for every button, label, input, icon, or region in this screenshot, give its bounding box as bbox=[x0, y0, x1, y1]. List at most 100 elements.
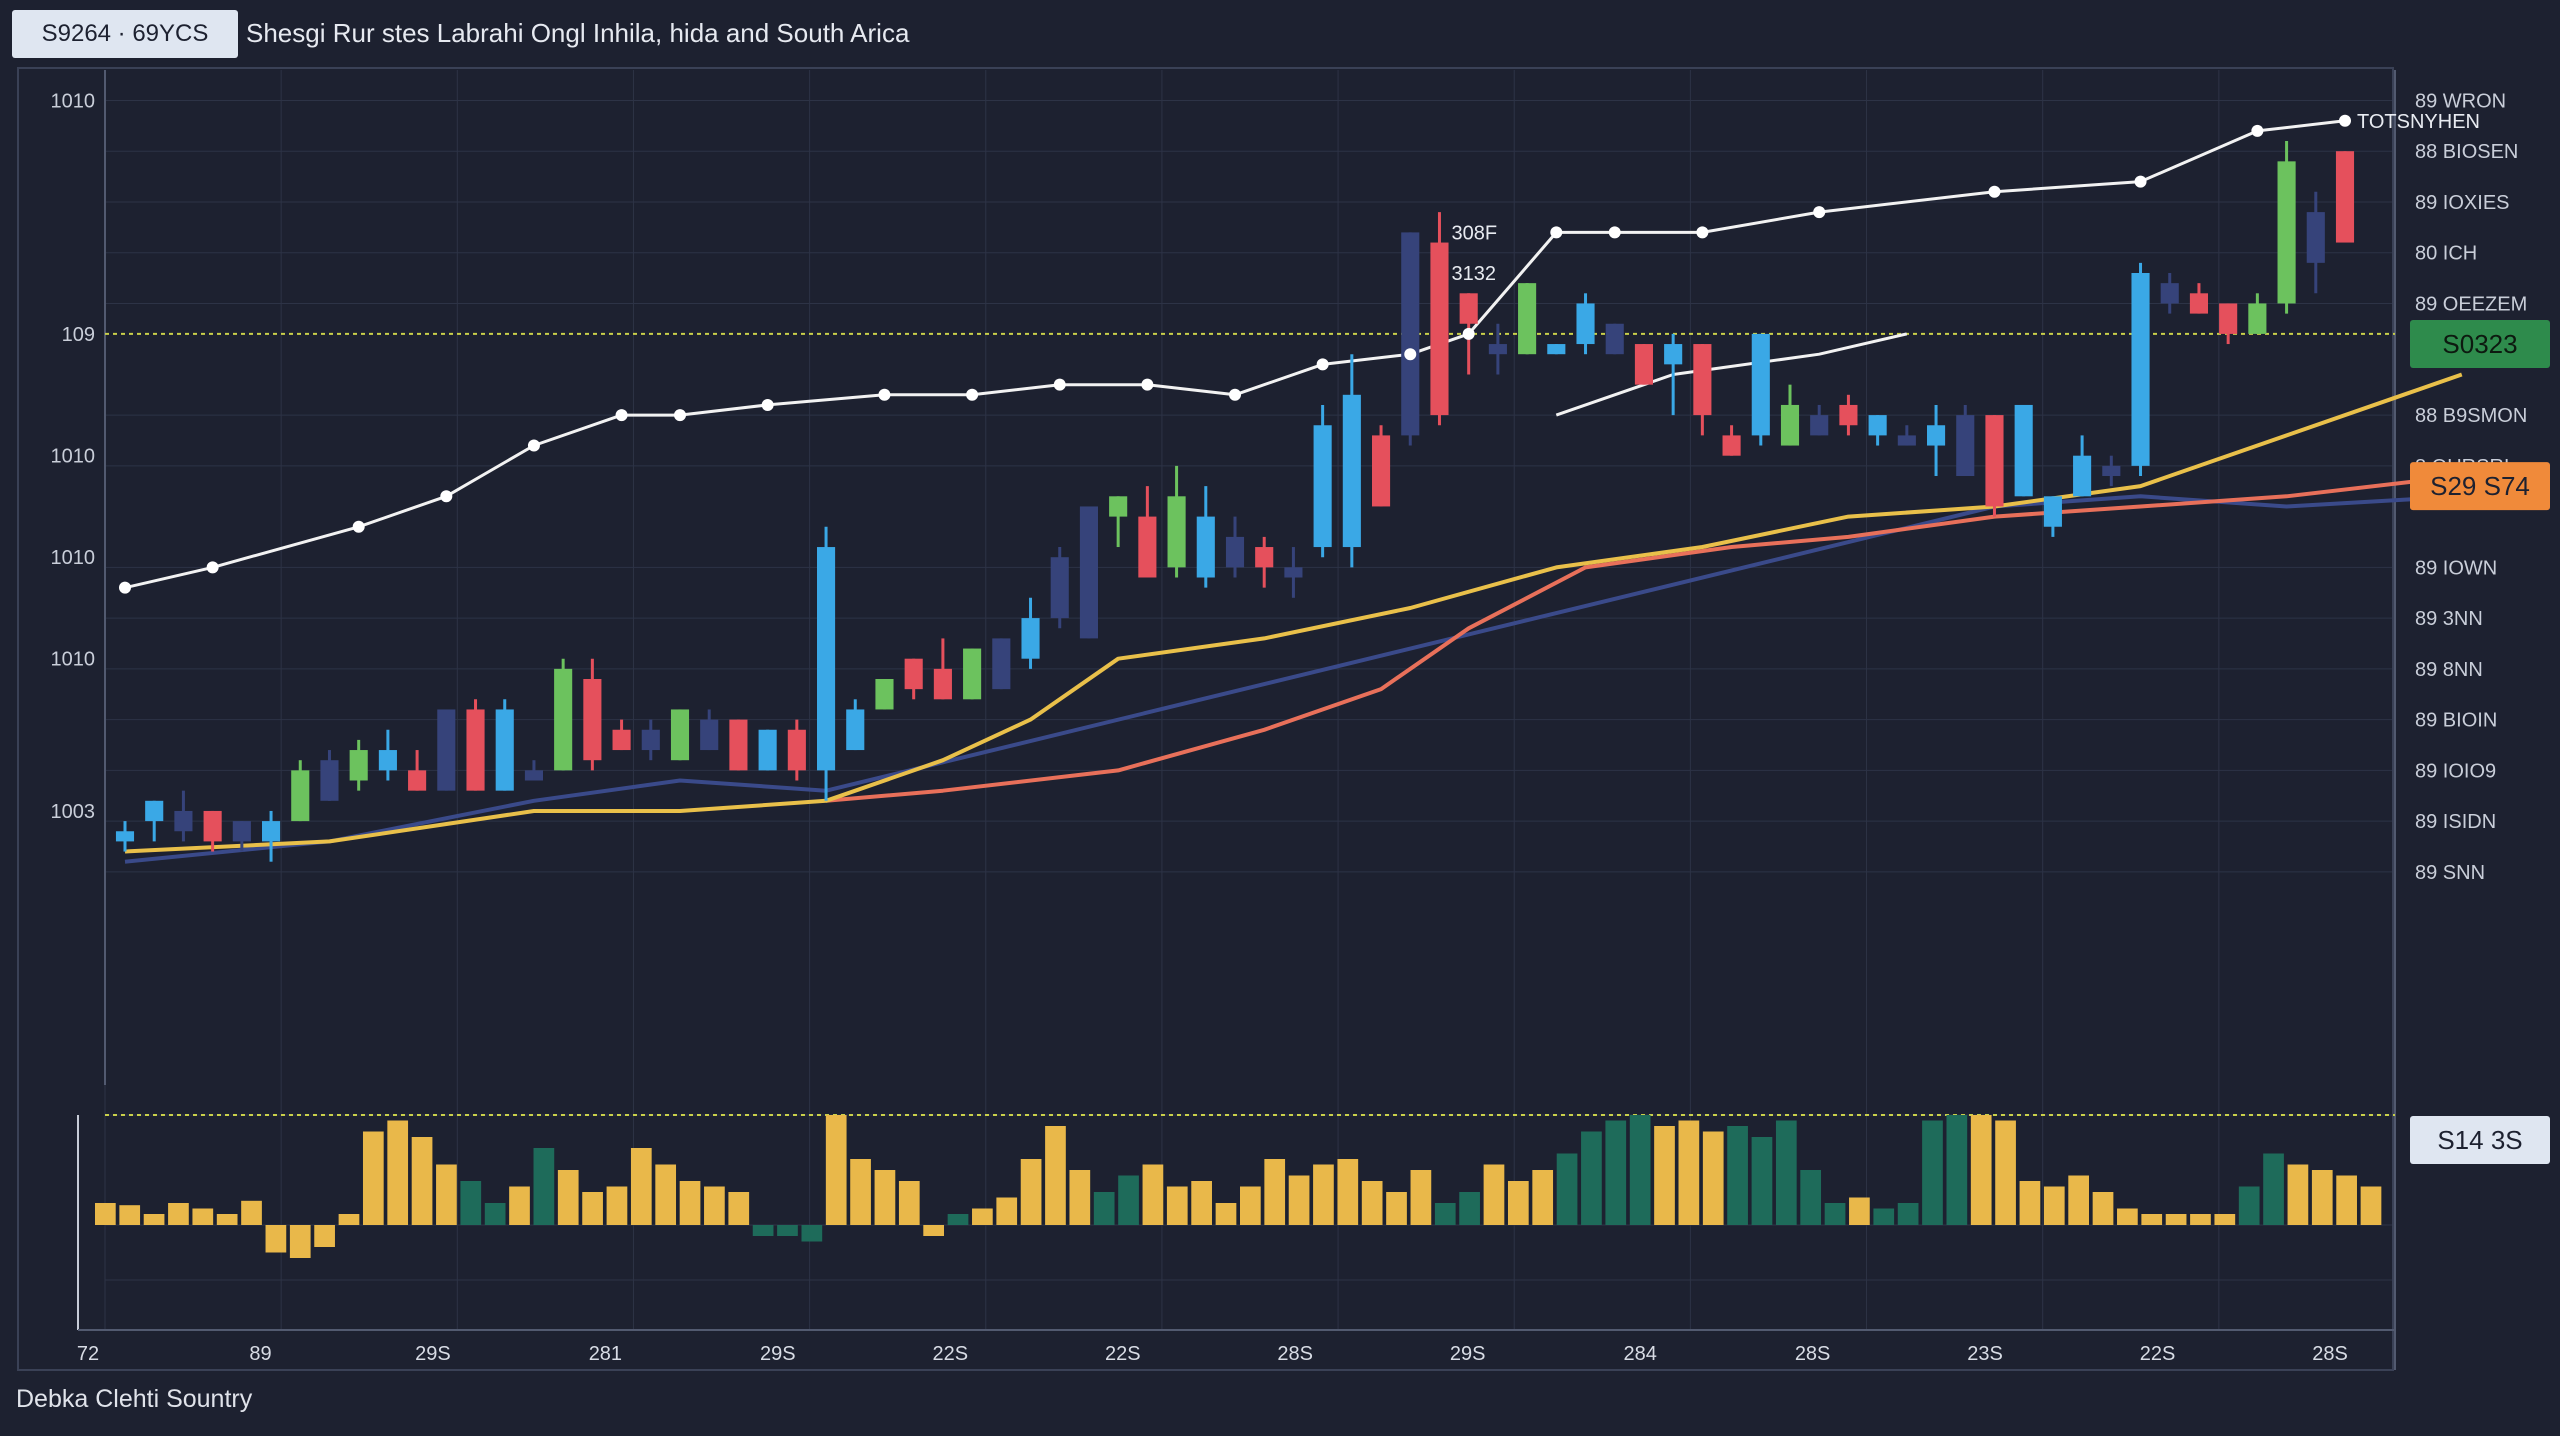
candle-body bbox=[816, 547, 836, 771]
x-axis-label: 22S bbox=[1105, 1343, 1141, 1365]
line-marker-dot bbox=[1316, 358, 1329, 371]
candle-body bbox=[1284, 567, 1303, 578]
chart-annotation: 3132 bbox=[1451, 263, 1496, 285]
volume-bar bbox=[192, 1208, 214, 1225]
line-marker-dot bbox=[1229, 388, 1241, 401]
line-marker-dot bbox=[119, 581, 131, 594]
line-marker-dot bbox=[1462, 327, 1475, 340]
line-marker-dot bbox=[2251, 124, 2264, 137]
candle-body bbox=[115, 831, 135, 842]
candle-body bbox=[583, 679, 602, 761]
volume-bar bbox=[801, 1225, 823, 1242]
x-axis-label: 22S bbox=[933, 1343, 969, 1365]
right-axis-label: 88 B9SMON bbox=[2415, 405, 2527, 427]
volume-bar bbox=[484, 1203, 506, 1225]
candle-body bbox=[2277, 161, 2296, 304]
volume-bar bbox=[630, 1148, 652, 1225]
volume-bar bbox=[533, 1148, 555, 1225]
candle-body bbox=[2306, 212, 2325, 263]
candle-body bbox=[320, 760, 339, 801]
volume-bar bbox=[557, 1170, 579, 1225]
left-axis-label: 1003 bbox=[51, 801, 96, 823]
candle-body bbox=[2014, 404, 2033, 497]
candle-body bbox=[1547, 344, 1566, 355]
line-marker-dot bbox=[527, 439, 540, 452]
x-axis-label: 28S bbox=[2312, 1343, 2348, 1365]
candle-body bbox=[495, 709, 514, 791]
volume-bar bbox=[1556, 1153, 1578, 1225]
volume-bar bbox=[1922, 1120, 1943, 1225]
candle-body bbox=[963, 648, 982, 700]
right-axis-label: 89 OEEZEM bbox=[2415, 293, 2527, 315]
x-axis-label: 281 bbox=[589, 1343, 622, 1365]
volume-bar bbox=[1459, 1192, 1480, 1225]
volume-bar bbox=[2287, 1164, 2309, 1225]
volume-bar bbox=[1946, 1115, 1968, 1225]
candle-body bbox=[1138, 516, 1157, 578]
volume-bar bbox=[850, 1159, 871, 1225]
candle-body bbox=[1313, 425, 1332, 548]
volume-bar bbox=[1532, 1170, 1554, 1225]
right-axis-label: 80 ICH bbox=[2415, 243, 2477, 265]
candle-body bbox=[1722, 435, 1741, 456]
volume-bar bbox=[1849, 1197, 1870, 1225]
volume-bar bbox=[874, 1170, 896, 1225]
candle-body bbox=[232, 821, 251, 842]
line-marker-dot bbox=[2134, 175, 2147, 188]
candle-body bbox=[1050, 557, 1069, 619]
left-axis-label: 1010 bbox=[51, 649, 96, 671]
x-axis-label: 29S bbox=[760, 1343, 796, 1365]
volume-bar bbox=[2311, 1170, 2333, 1225]
volume-bar bbox=[1605, 1120, 1627, 1225]
annotations: 308F 3132 TOTSNYHEN bbox=[1451, 111, 2480, 285]
line-marker-dot bbox=[1813, 206, 1826, 219]
volume-bar bbox=[387, 1120, 409, 1225]
volume-bar bbox=[996, 1197, 1018, 1225]
right-axis-label: 89 8NN bbox=[2415, 659, 2483, 681]
price-tags: S0323 S29 S74 S14 3S bbox=[2410, 320, 2550, 1164]
volume-bar bbox=[655, 1164, 677, 1225]
candle-body bbox=[2160, 283, 2179, 304]
volume-bar bbox=[947, 1214, 969, 1225]
volume-bar bbox=[509, 1186, 530, 1225]
right-axis: 89 WRON 88 BIOSEN 89 IOXIES 80 ICH 89 OEEZEM… bbox=[2415, 90, 2527, 883]
price-tag-box bbox=[2410, 1116, 2550, 1164]
candle-body bbox=[378, 750, 397, 771]
line-markers bbox=[119, 114, 2351, 594]
volume-bar bbox=[168, 1203, 189, 1225]
line-marker-dot bbox=[440, 490, 453, 503]
candle-body bbox=[1342, 394, 1361, 548]
left-axis-label: 1010 bbox=[51, 547, 96, 569]
candle-body bbox=[1751, 333, 1770, 436]
candle-body bbox=[2219, 303, 2238, 334]
candle-body bbox=[1459, 293, 1478, 324]
yellow-moving-average-line bbox=[124, 372, 2463, 854]
line-marker-dot bbox=[1608, 226, 1621, 239]
line-marker-dot bbox=[1404, 348, 1417, 361]
volume-bar bbox=[2165, 1214, 2187, 1225]
volume-bar bbox=[1337, 1159, 1359, 1225]
candle-body bbox=[1576, 303, 1595, 345]
volume-bar bbox=[1483, 1164, 1505, 1225]
volume-bar bbox=[2190, 1214, 2211, 1225]
volume-bar bbox=[1313, 1164, 1334, 1225]
volume-bar bbox=[972, 1208, 993, 1225]
line-marker-dot bbox=[1988, 185, 2001, 198]
volume-bar bbox=[95, 1203, 116, 1225]
candle-body bbox=[524, 770, 544, 781]
candle-body bbox=[437, 709, 456, 791]
volume-bar bbox=[2214, 1214, 2236, 1225]
candle-body bbox=[1167, 496, 1186, 568]
candle-body bbox=[1780, 404, 1800, 446]
right-axis-label: 89 SNN bbox=[2415, 862, 2485, 884]
candle-body bbox=[1255, 547, 1274, 568]
volume-bar bbox=[241, 1200, 262, 1225]
candle-body bbox=[787, 729, 806, 771]
white-secondary-line bbox=[1555, 332, 1908, 417]
volume-bar bbox=[606, 1186, 628, 1225]
volume-bar bbox=[1045, 1126, 1066, 1225]
ticker-badge[interactable]: S9264 · 69YCS bbox=[12, 10, 238, 58]
volume-bar bbox=[679, 1181, 701, 1225]
volume-bar bbox=[1824, 1203, 1846, 1225]
volume-bar bbox=[1629, 1115, 1651, 1225]
